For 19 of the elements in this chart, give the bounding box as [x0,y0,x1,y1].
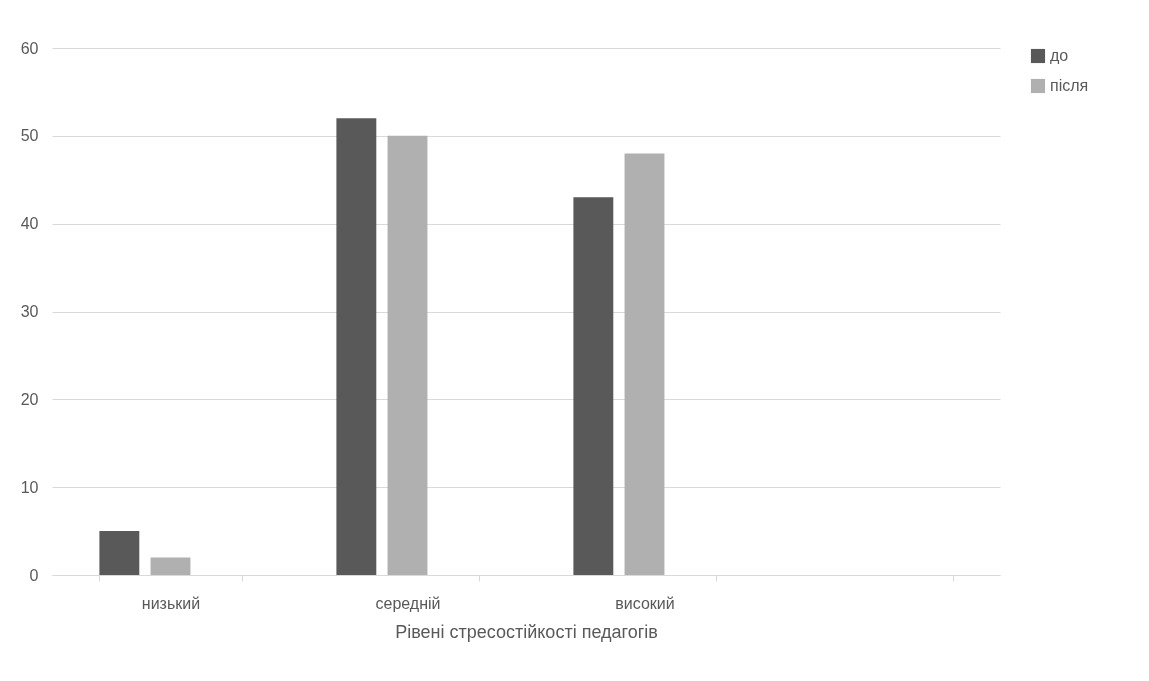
y-tick-label: 40 [20,215,39,233]
y-tick-label: 0 [29,566,39,584]
y-tick-label: 60 [20,39,39,57]
y-tick-label: 10 [20,478,39,496]
x-axis-title: Рівені стресостійкості педагогів [395,621,658,642]
bar [624,153,665,575]
y-tick-label: 20 [20,390,39,408]
legend-label: до [1050,47,1069,64]
y-tick-label: 30 [20,303,39,320]
bar [387,135,428,575]
x-tick-label: високий [615,594,675,612]
bar [99,531,140,575]
bar [336,118,377,575]
y-tick-label: 50 [20,127,39,145]
x-tick-label: низький [141,594,201,612]
x-tick-label: середній [375,594,441,612]
legend-label: після [1050,77,1089,94]
bar [573,197,614,575]
bar [150,557,191,575]
